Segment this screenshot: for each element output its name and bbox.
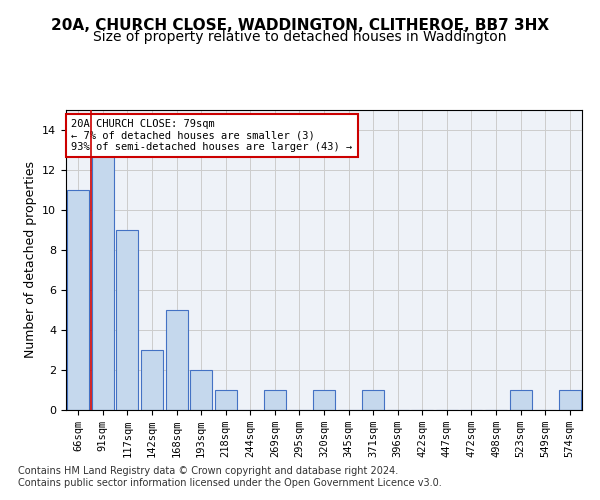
Bar (509, 390, 532, 410)
Bar (141, 350, 163, 410)
Text: 20A, CHURCH CLOSE, WADDINGTON, CLITHEROE, BB7 3HX: 20A, CHURCH CLOSE, WADDINGTON, CLITHEROE… (51, 18, 549, 32)
Bar (67, 190, 89, 410)
Bar (313, 390, 335, 410)
Text: 20A CHURCH CLOSE: 79sqm
← 7% of detached houses are smaller (3)
93% of semi-deta: 20A CHURCH CLOSE: 79sqm ← 7% of detached… (71, 119, 352, 152)
Bar (92, 150, 114, 410)
Bar (190, 370, 212, 410)
Bar (264, 390, 286, 410)
Text: Size of property relative to detached houses in Waddington: Size of property relative to detached ho… (93, 30, 507, 44)
Bar (362, 390, 384, 410)
Bar (215, 390, 237, 410)
Bar (116, 230, 139, 410)
Bar (559, 390, 581, 410)
Y-axis label: Number of detached properties: Number of detached properties (23, 162, 37, 358)
Bar (166, 310, 188, 410)
Text: Contains HM Land Registry data © Crown copyright and database right 2024.
Contai: Contains HM Land Registry data © Crown c… (18, 466, 442, 487)
